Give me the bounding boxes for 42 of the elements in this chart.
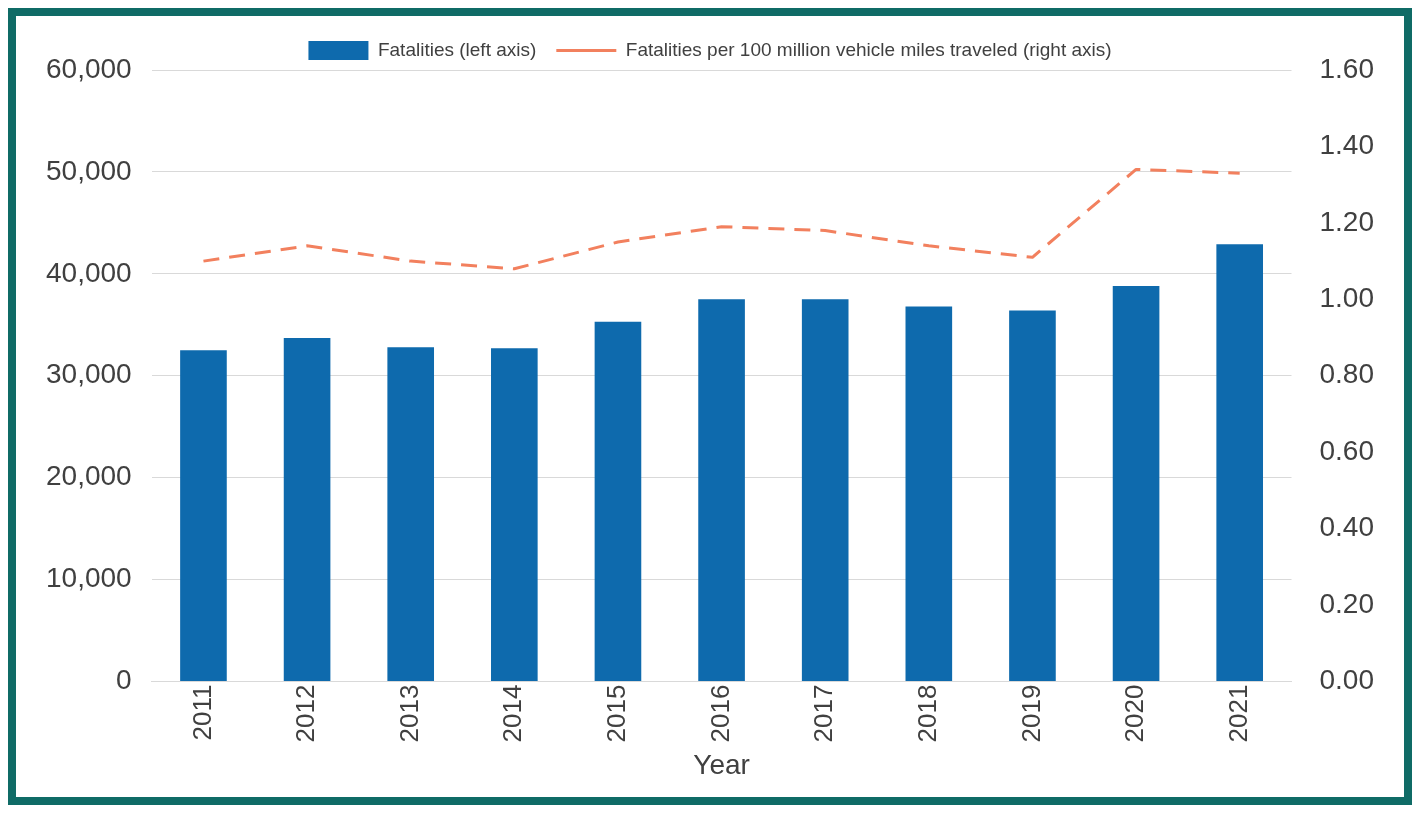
y2-tick-label: 1.00 (1319, 282, 1374, 314)
x-tick-label: 2019 (1015, 684, 1046, 743)
y-tick-label: 10,000 (46, 562, 132, 594)
y2-tick-label: 1.60 (1319, 52, 1374, 84)
x-tick-label: 2013 (393, 684, 424, 743)
x-tick-label: 2014 (497, 684, 528, 743)
y2-tick-label: 0.20 (1319, 587, 1374, 619)
y2-tick-label: 0.60 (1319, 434, 1374, 466)
x-axis-title: Year (693, 748, 750, 780)
x-tick-label: 2016 (704, 684, 735, 743)
legend-label: Fatalities (left axis) (377, 38, 537, 60)
y-tick-label: 40,000 (46, 256, 132, 288)
y2-tick-label: 0.80 (1319, 358, 1374, 390)
bar (1216, 244, 1264, 682)
x-tick-label: 2011 (186, 684, 217, 741)
bar (387, 347, 435, 682)
x-tick-label: 2020 (1119, 684, 1150, 743)
x-tick-label: 2018 (911, 684, 942, 743)
y-tick-label: 30,000 (46, 358, 132, 390)
y-tick-label: 60,000 (46, 52, 132, 84)
bar (905, 306, 953, 682)
y2-tick-label: 0.00 (1319, 664, 1374, 696)
bar (491, 348, 538, 682)
y2-tick-label: 1.20 (1319, 205, 1374, 237)
x-tick-label: 2017 (808, 684, 839, 743)
bar (1112, 286, 1160, 682)
bar (594, 321, 642, 682)
y2-tick-label: 1.40 (1319, 129, 1374, 161)
bar (698, 299, 745, 682)
x-tick-label: 2015 (601, 684, 632, 743)
x-tick-label: 2021 (1222, 684, 1253, 743)
x-tick-label: 2012 (290, 684, 321, 743)
line-series (201, 167, 1242, 271)
y-tick-label: 50,000 (46, 154, 132, 186)
bar (283, 338, 331, 682)
bar (1009, 310, 1056, 682)
legend-label: Fatalities per 100 million vehicle miles traveled (right axis) (625, 38, 1112, 60)
bar (801, 299, 849, 682)
y2-tick-label: 0.40 (1319, 511, 1374, 543)
y-tick-label: 20,000 (46, 460, 132, 492)
y-tick-label: 0 (116, 664, 132, 696)
bar (180, 350, 227, 682)
